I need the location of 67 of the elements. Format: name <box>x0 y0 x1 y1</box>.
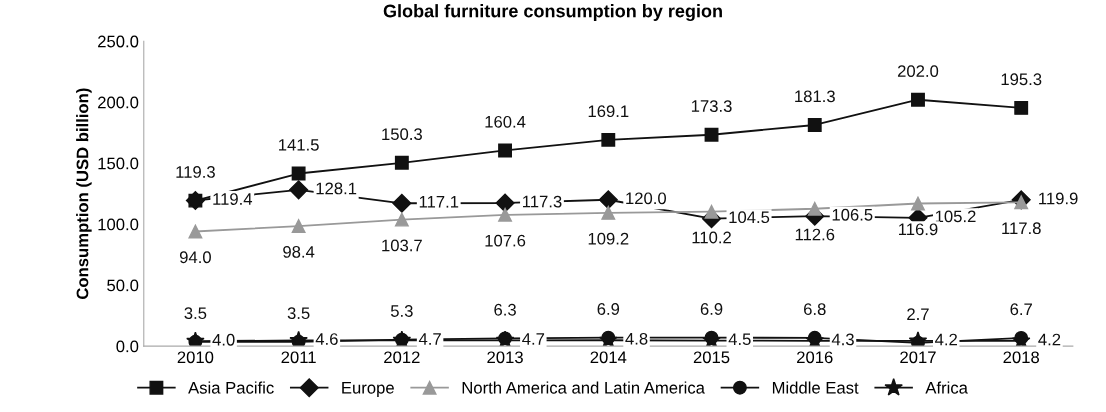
y-axis-title: Consumption (USD billion) <box>76 88 92 299</box>
legend-label: Asia Pacific <box>188 381 274 394</box>
data-label: 4.0 <box>212 333 235 346</box>
data-label: 106.5 <box>832 208 873 221</box>
data-label: 119.9 <box>1039 192 1078 205</box>
data-label: 160.4 <box>485 115 526 128</box>
y-tick-label: 0.0 <box>116 340 139 353</box>
data-label: 4.6 <box>315 333 338 345</box>
data-label: 6.7 <box>1010 303 1032 316</box>
data-label: 4.2 <box>1038 333 1061 346</box>
data-label: 4.7 <box>418 333 441 345</box>
data-label: 94.0 <box>179 251 211 264</box>
data-label: 119.3 <box>176 166 215 178</box>
data-label: 128.1 <box>316 182 357 195</box>
data-label: 110.2 <box>692 231 731 244</box>
data-label: 104.5 <box>729 211 770 224</box>
data-label: 6.9 <box>597 303 620 315</box>
data-label: 6.8 <box>804 303 826 316</box>
data-label: 181.3 <box>795 90 835 103</box>
x-tick-label: 2011 <box>281 351 316 364</box>
data-label: 4.7 <box>522 333 545 345</box>
data-label: 6.3 <box>494 303 516 316</box>
y-tick-label: 150.0 <box>98 157 139 170</box>
data-label: 109.2 <box>588 232 629 245</box>
data-label: 117.1 <box>419 196 459 208</box>
data-label: 169.1 <box>588 105 629 118</box>
data-label: 4.2 <box>935 333 957 346</box>
x-tick-label: 2016 <box>797 351 833 364</box>
y-tick-label: 200.0 <box>98 96 139 109</box>
data-label: 117.3 <box>523 195 562 208</box>
data-label: 120.0 <box>626 192 667 205</box>
legend-label: North America and Latin America <box>462 381 705 394</box>
data-label: 107.6 <box>485 234 526 247</box>
x-tick-label: 2017 <box>900 351 936 364</box>
data-label: 2.7 <box>907 308 929 320</box>
data-label: 4.8 <box>625 332 648 345</box>
legend-label: Europe <box>342 382 394 397</box>
data-label: 103.7 <box>382 239 422 252</box>
data-label: 117.8 <box>1002 222 1041 235</box>
x-tick-label: 2013 <box>487 351 523 364</box>
data-label: 141.5 <box>279 139 319 151</box>
legend-label: Middle East <box>772 381 859 394</box>
y-tick-label: 50.0 <box>107 279 139 292</box>
data-label: 5.3 <box>390 305 413 317</box>
x-tick-label: 2012 <box>384 351 420 364</box>
data-label: 3.5 <box>287 307 310 320</box>
data-label: 116.9 <box>899 223 938 236</box>
data-label: 150.3 <box>382 128 422 141</box>
data-label: 6.9 <box>700 303 723 315</box>
legend-label: Africa <box>925 381 968 394</box>
data-label: 4.3 <box>831 333 854 346</box>
data-label: 4.5 <box>728 333 751 346</box>
data-label: 98.4 <box>283 245 315 258</box>
x-tick-label: 2015 <box>693 351 730 364</box>
x-tick-label: 2018 <box>1003 351 1040 364</box>
data-label: 3.5 <box>184 307 207 320</box>
data-label: 119.4 <box>213 193 253 205</box>
data-label: 173.3 <box>691 100 732 112</box>
data-label: 195.3 <box>1001 73 1042 86</box>
chart-title: Global furniture consumption by region <box>383 4 722 22</box>
x-tick-label: 2010 <box>177 351 214 364</box>
x-tick-label: 2014 <box>590 351 627 364</box>
data-label: 202.0 <box>897 65 939 77</box>
y-tick-label: 100.0 <box>98 218 139 231</box>
y-tick-label: 250.0 <box>98 35 139 48</box>
data-label: 105.2 <box>935 210 976 223</box>
data-label: 112.6 <box>795 228 835 241</box>
